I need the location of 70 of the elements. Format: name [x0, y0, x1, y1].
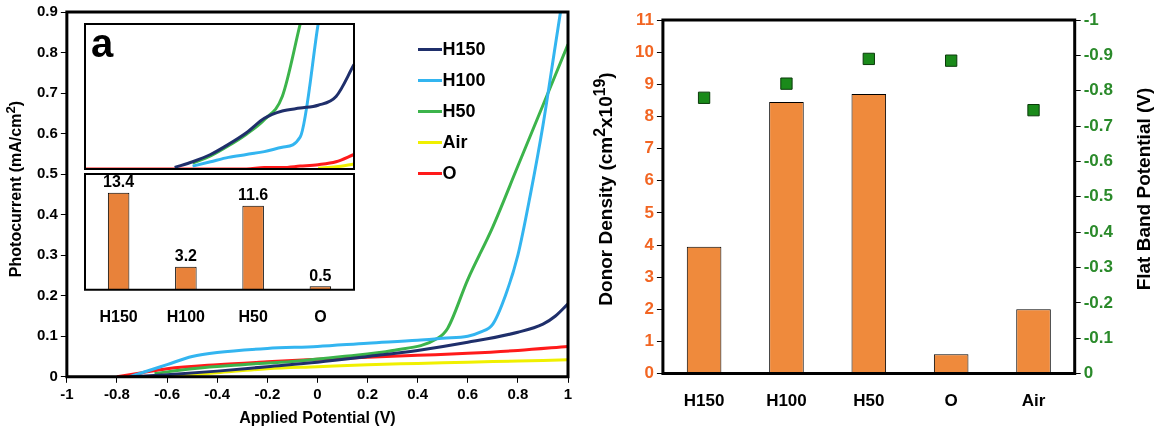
legend-label: O	[442, 163, 457, 185]
data-label: 3.2	[174, 247, 198, 265]
x-tick-label: Air	[1021, 391, 1046, 411]
y-tick-label: 0.4	[36, 204, 59, 222]
y2-tick-label: -0.2	[1083, 292, 1113, 312]
y2-tick-label: -0.9	[1083, 45, 1113, 65]
x-tick-label: -0.2	[254, 384, 281, 402]
y-tick-label: 0	[644, 363, 654, 383]
point	[945, 54, 958, 67]
y-tick-label: 0.7	[36, 83, 58, 101]
y-tick-label: 0.9	[36, 2, 58, 20]
y2-tick-label: -0.7	[1083, 115, 1113, 135]
x-tick-label: -0.8	[104, 384, 130, 402]
x-tick-label: 0	[313, 384, 322, 402]
y-tick-label: 8	[644, 106, 654, 126]
y-tick-label: 0.5	[36, 164, 58, 182]
point	[1027, 104, 1040, 117]
x-tick-label: O	[314, 307, 327, 325]
y2-tick-label: -0.1	[1083, 327, 1113, 347]
y-tick-label: 6	[644, 170, 654, 190]
legend-label: H100	[442, 70, 486, 92]
x-tick-label: H50	[238, 307, 268, 325]
x-tick-label: 0.2	[357, 384, 378, 402]
y-tick-label: 0	[49, 366, 58, 384]
y2-tick-label: -0.6	[1083, 151, 1113, 171]
y-tick-label: 0.6	[36, 123, 58, 141]
y-tick-label: 10	[634, 41, 654, 61]
x-tick-label: O	[944, 391, 958, 411]
x-tick-label: 0.6	[457, 384, 479, 402]
y-tick-label: 7	[644, 138, 654, 158]
x-tick-label: H150	[683, 391, 725, 411]
legend-label: Air	[442, 132, 468, 154]
x-tick-label: -0.4	[204, 384, 231, 402]
x-tick-label: 0.8	[507, 384, 529, 402]
data-label: 13.4	[103, 173, 135, 191]
x-tick-label: H50	[853, 391, 885, 411]
y2-tick-label: -0.5	[1083, 186, 1113, 206]
x-axis-title: Applied Potential (V)	[239, 408, 396, 426]
point	[697, 91, 711, 104]
y-tick-label: 4	[644, 234, 655, 254]
annotation: a	[91, 21, 114, 66]
y2-axis-title: Flat Band Potential (V)	[1133, 87, 1155, 291]
y-tick-label: 3	[644, 266, 654, 286]
point	[780, 77, 793, 90]
x-tick-label: 0.4	[407, 384, 429, 402]
y-tick-label: 9	[644, 73, 654, 93]
y2-tick-label: -0.3	[1083, 257, 1113, 277]
legend-label: H50	[442, 101, 476, 123]
y-tick-label: 1	[644, 331, 654, 351]
data-label: 11.6	[237, 186, 269, 204]
x-tick-label: -1	[60, 384, 74, 402]
y-tick-label: 0.8	[36, 42, 58, 60]
y-tick-label: 0.2	[36, 285, 58, 303]
y2-tick-label: -0.4	[1083, 221, 1114, 241]
x-tick-label: 1	[563, 384, 573, 402]
y-tick-label: 5	[644, 202, 654, 222]
data-label: 0.5	[309, 266, 332, 284]
y-tick-label: 11	[635, 9, 654, 29]
y-tick-label: 2	[644, 299, 654, 318]
legend-label: H150	[442, 39, 486, 61]
x-tick-label: H100	[166, 307, 206, 325]
x-tick-label: H100	[766, 391, 807, 411]
y2-tick-label: -0.8	[1083, 80, 1113, 100]
y2-tick-label: -1	[1083, 9, 1099, 29]
y2-tick-label: 0	[1083, 363, 1094, 383]
x-tick-label: -0.6	[154, 384, 181, 402]
point	[862, 52, 875, 66]
y-tick-label: 0.1	[36, 326, 58, 344]
x-tick-label: H150	[99, 307, 138, 325]
y-tick-label: 0.3	[36, 245, 58, 263]
